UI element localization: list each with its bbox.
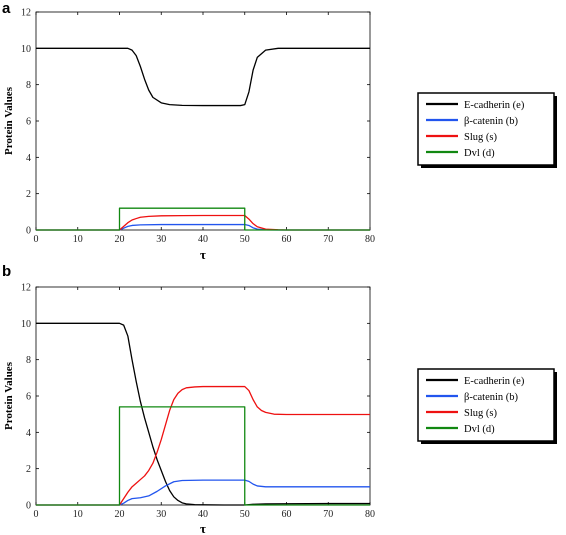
legend-label: Dvl (d)	[464, 424, 495, 435]
y-tick-label: 0	[26, 226, 31, 237]
y-tick-label: 10	[21, 319, 31, 330]
x-tick-label: 70	[323, 234, 333, 245]
plot-frame	[35, 11, 371, 231]
x-tick-label: 50	[240, 234, 250, 245]
y-axis-label: Protein Values	[3, 86, 15, 155]
x-tick-label: 30	[156, 509, 166, 520]
x-tick-label: 0	[34, 509, 39, 520]
x-tick-label: 70	[323, 509, 333, 520]
x-axis-label: τ	[200, 247, 206, 262]
series-line-2	[36, 385, 370, 506]
y-tick-label: 2	[26, 464, 31, 475]
series-line-1	[36, 479, 370, 506]
y-axis-label: Protein Values	[3, 361, 15, 430]
series-line-3	[36, 207, 370, 231]
x-tick-label: 60	[282, 509, 292, 520]
legend-label: β-catenin (b)	[464, 392, 519, 403]
legend-label: Dvl (d)	[464, 148, 495, 159]
y-tick-label: 0	[26, 501, 31, 512]
x-tick-label: 60	[282, 234, 292, 245]
x-tick-label: 20	[115, 509, 125, 520]
x-tick-label: 80	[365, 509, 375, 520]
y-tick-label: 6	[26, 117, 31, 128]
y-tick-label: 12	[21, 8, 31, 19]
x-tick-label: 10	[73, 234, 83, 245]
x-tick-label: 80	[365, 234, 375, 245]
y-tick-label: 12	[21, 283, 31, 294]
legend-a: E-cadherin (e) β-catenin (b) Slug (s) Dvl (…	[417, 92, 557, 168]
y-tick-label: 2	[26, 189, 31, 200]
x-tick-label: 40	[198, 509, 208, 520]
plot-frame	[35, 286, 371, 506]
chart-panel-b: b 0 10 20 30 40 50 60 70 80 0 2 4 6 8 10 12 τ Protein Valu…	[2, 263, 375, 535]
legend-label: Slug (s)	[464, 132, 497, 143]
x-tick-label: 0	[34, 234, 39, 245]
legend-label: β-catenin (b)	[464, 116, 519, 127]
x-tick-label: 40	[198, 234, 208, 245]
x-tick-label: 50	[240, 509, 250, 520]
x-tick-label: 30	[156, 234, 166, 245]
series-line-0	[36, 47, 370, 107]
y-tick-label: 6	[26, 392, 31, 403]
series-line-3	[36, 406, 370, 506]
chart-panel-a: a 0 10 20 30 40 50 60 70 80 0 2 4 6 8 10 12 τ Protein Valu…	[2, 0, 375, 262]
panel-label: b	[2, 263, 11, 280]
y-tick-label: 10	[21, 44, 31, 55]
x-tick-label: 10	[73, 509, 83, 520]
legend-label: E-cadherin (e)	[464, 100, 525, 111]
legend-label: Slug (s)	[464, 408, 497, 419]
x-tick-label: 20	[115, 234, 125, 245]
y-tick-label: 8	[26, 355, 31, 366]
legend-b: E-cadherin (e) β-catenin (b) Slug (s) Dvl (…	[417, 368, 557, 444]
legend-label: E-cadherin (e)	[464, 376, 525, 387]
y-tick-label: 8	[26, 80, 31, 91]
y-tick-label: 4	[26, 428, 31, 439]
panel-label: a	[2, 0, 11, 17]
y-tick-label: 4	[26, 153, 31, 164]
x-axis-label: τ	[200, 521, 206, 535]
